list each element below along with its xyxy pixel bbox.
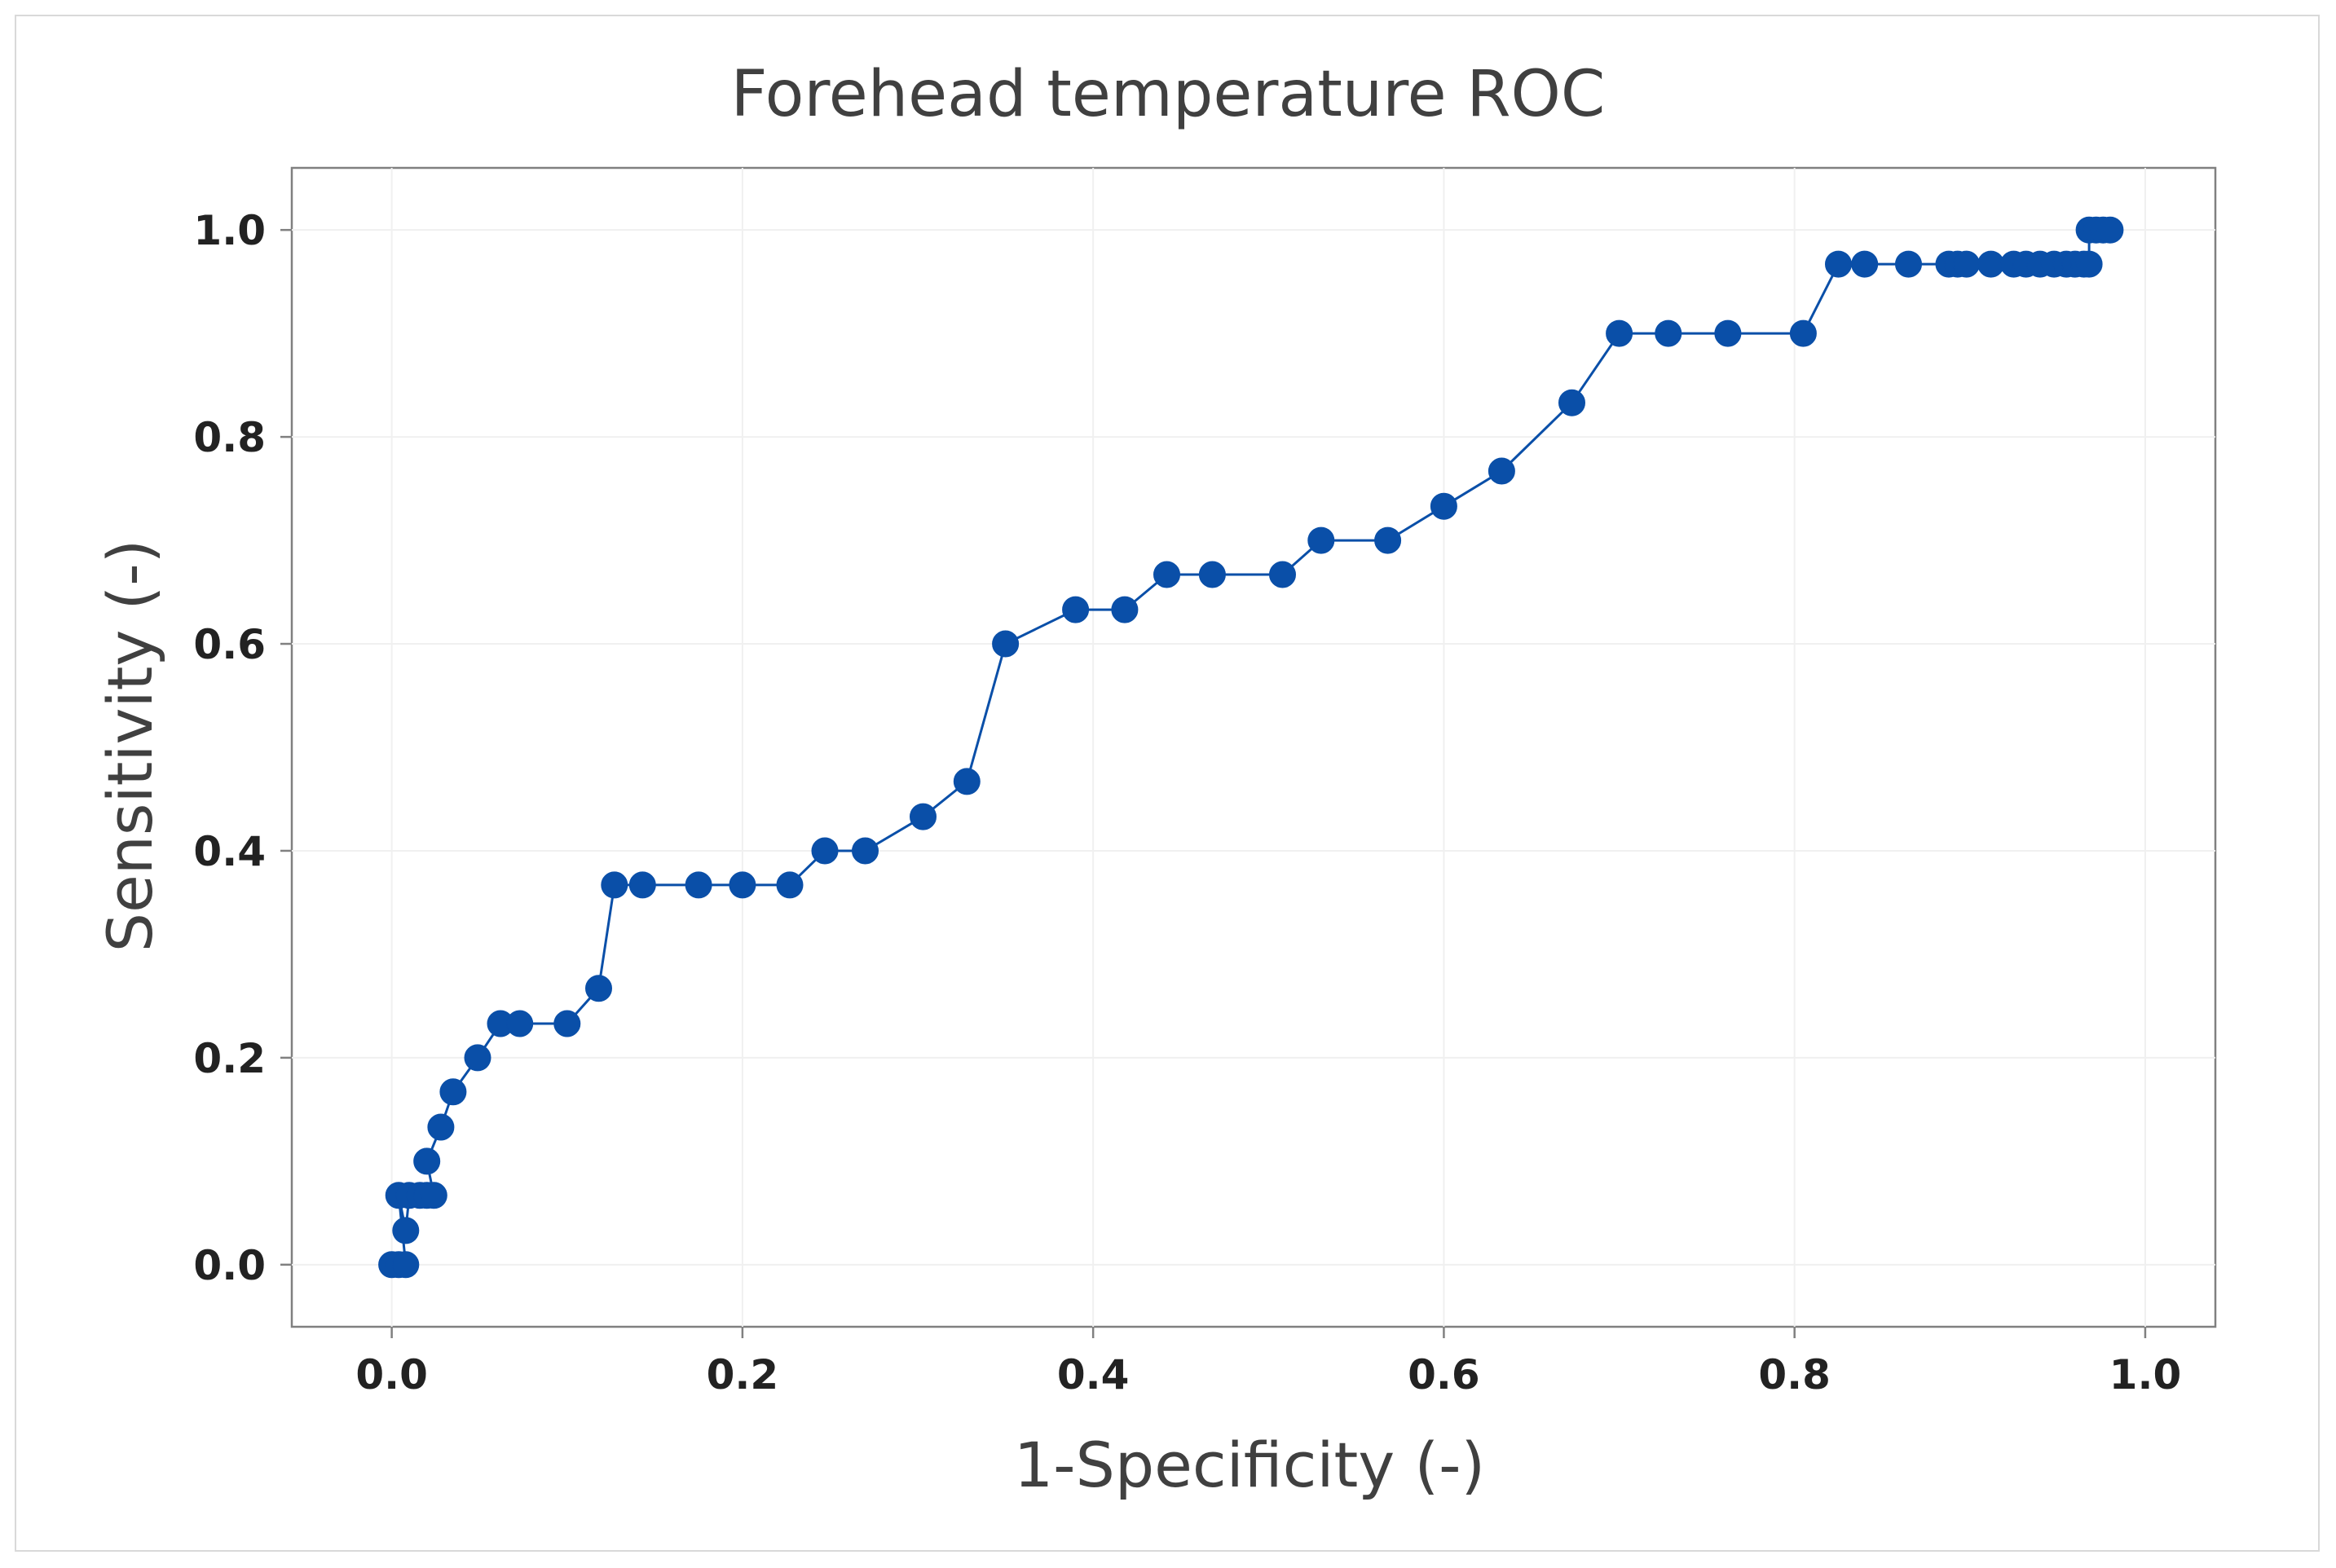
x-tick-label: 0.4: [1057, 1351, 1130, 1398]
roc-point: [628, 871, 656, 899]
roc-point: [1153, 561, 1180, 588]
roc-point: [1606, 319, 1633, 347]
x-tick-label: 1.0: [2109, 1351, 2182, 1398]
roc-point: [953, 768, 981, 795]
x-tick-label: 0.6: [1408, 1351, 1480, 1398]
y-axis-title: Sensitivity (-): [94, 540, 166, 953]
x-tick-label: 0.2: [707, 1351, 779, 1398]
roc-point: [910, 803, 937, 830]
roc-point: [1062, 596, 1090, 623]
roc-point: [553, 1010, 581, 1037]
roc-point: [1851, 250, 1879, 278]
roc-point: [2096, 216, 2124, 244]
roc-point: [601, 871, 628, 899]
roc-point: [685, 871, 712, 899]
y-tick-label: 0.0: [193, 1242, 266, 1289]
roc-point: [585, 975, 612, 1002]
roc-point: [1655, 319, 1682, 347]
x-tick-label: 0.0: [355, 1351, 428, 1398]
y-tick-label: 1.0: [193, 207, 266, 254]
roc-point: [392, 1217, 420, 1244]
roc-point: [852, 837, 879, 865]
roc-point: [1953, 250, 1980, 278]
grid-layer: [292, 168, 2215, 1327]
roc-point: [420, 1182, 447, 1209]
roc-point: [811, 837, 839, 865]
tick-layer: 0.0 0.2 0.4 0.6 0.8 1.0 0.0 0.2 0.4 0.6 0.8 1.0: [193, 207, 2181, 1398]
y-tick-label: 0.4: [193, 828, 266, 875]
roc-point: [506, 1010, 534, 1037]
y-tick-label: 0.6: [193, 621, 266, 668]
roc-point: [1825, 250, 1852, 278]
roc-point: [1558, 389, 1585, 416]
roc-point: [1198, 561, 1226, 588]
roc-point: [1111, 596, 1139, 623]
roc-point: [1789, 319, 1817, 347]
roc-point: [1977, 250, 2005, 278]
roc-point: [1269, 561, 1296, 588]
roc-point: [439, 1078, 467, 1106]
roc-point: [427, 1113, 455, 1141]
roc-point: [776, 871, 804, 899]
roc-point: [992, 630, 1020, 658]
series-layer: [378, 216, 2124, 1279]
x-tick-label: 0.8: [1758, 1351, 1831, 1398]
plot-area: [290, 166, 2217, 1328]
roc-point: [413, 1147, 441, 1175]
chart-title: Forehead temperature ROC: [731, 58, 1606, 131]
roc-point: [1307, 526, 1335, 554]
y-tick-label: 0.8: [193, 414, 266, 461]
roc-point: [2075, 250, 2103, 278]
roc-point: [729, 871, 756, 899]
y-tick-label: 0.2: [193, 1035, 266, 1082]
x-axis-title: 1-Specificity (-): [1014, 1429, 1485, 1501]
roc-point: [1895, 250, 1922, 278]
roc-point: [1430, 492, 1457, 520]
roc-point: [1374, 526, 1402, 554]
roc-point: [392, 1251, 420, 1279]
roc-point: [464, 1044, 491, 1072]
roc-point: [1488, 457, 1515, 485]
roc-point: [1714, 319, 1742, 347]
